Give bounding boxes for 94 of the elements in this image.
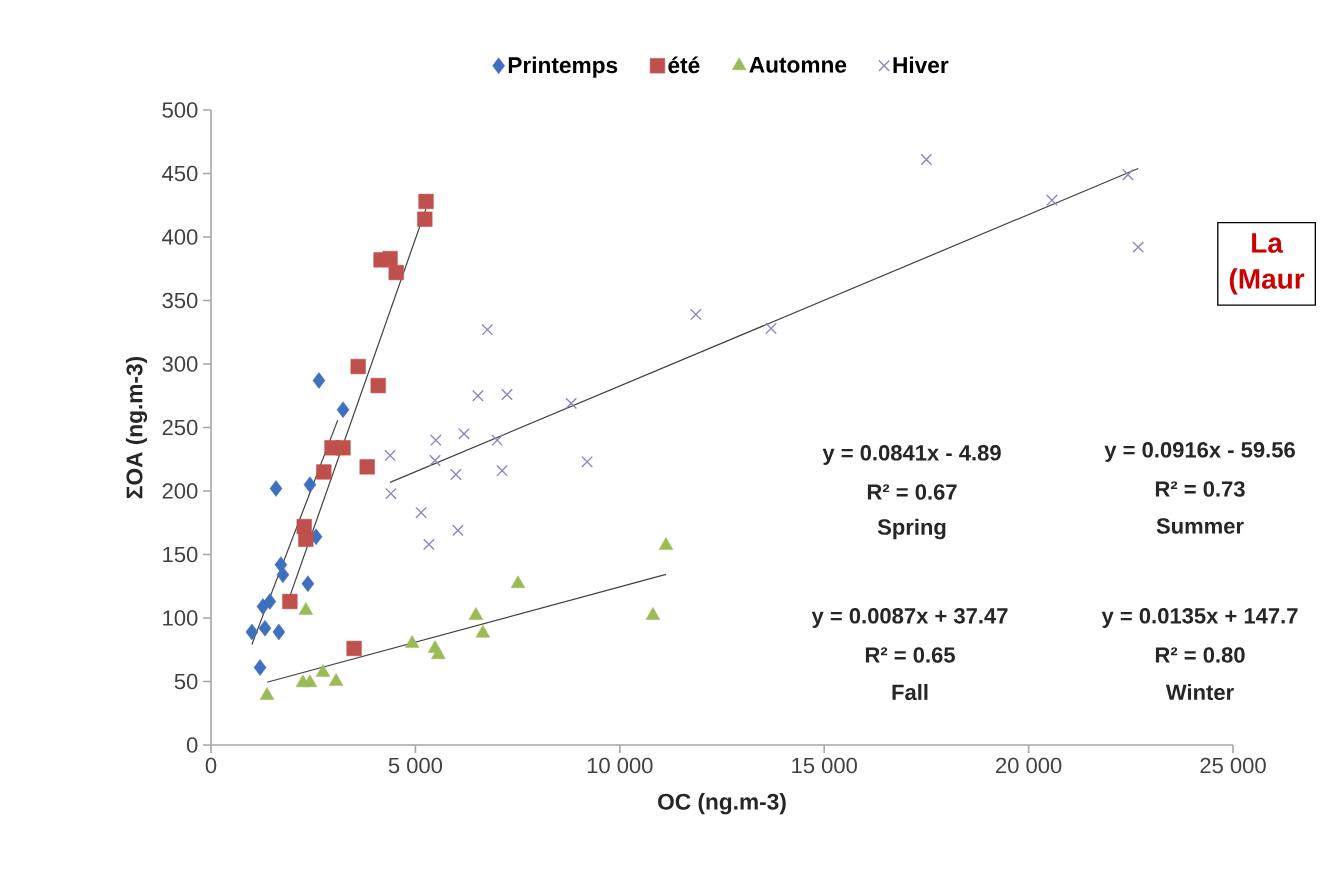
point <box>316 464 332 480</box>
point <box>298 531 314 547</box>
x-tick-label: 15 000 <box>792 757 857 774</box>
y-tick-label: 400 <box>162 229 198 245</box>
point <box>468 607 484 620</box>
point <box>253 659 267 676</box>
x-tick-label: 0 <box>205 757 217 774</box>
annotation: Winter <box>1165 683 1234 701</box>
point <box>765 322 777 335</box>
point <box>404 635 420 648</box>
point <box>450 468 462 481</box>
y-tick-label: 200 <box>162 483 198 499</box>
x-tick-label: 10 000 <box>587 757 653 774</box>
point <box>346 640 362 657</box>
annotation: y = 0.0087x + 37.47 <box>811 608 1008 628</box>
y-tick-label: 500 <box>162 102 198 118</box>
y-tick-label: 350 <box>162 292 198 309</box>
point <box>475 624 491 638</box>
annotation: y = 0.0135x + 147.7 <box>1101 608 1298 628</box>
point <box>1132 241 1145 254</box>
point <box>418 193 434 210</box>
x-tick-label: 25 000 <box>1200 757 1266 774</box>
y-tick-label: 0 <box>186 737 198 753</box>
point <box>415 506 427 519</box>
x-axis-title: OC (ng.m-3) <box>658 793 786 815</box>
point <box>496 464 508 477</box>
point <box>920 153 933 166</box>
point <box>423 538 435 551</box>
point <box>272 623 286 641</box>
annotation: Summer <box>1156 518 1244 534</box>
point <box>645 607 661 620</box>
point <box>429 454 441 467</box>
point <box>491 434 504 447</box>
annotation: R² = 0.73 <box>1155 481 1245 497</box>
annotation: Spring <box>877 518 946 540</box>
annotation: Fall <box>892 683 928 701</box>
legend-label: Hiver <box>893 56 949 74</box>
point <box>658 537 674 550</box>
text: La <box>1252 233 1284 253</box>
point <box>258 619 272 637</box>
point <box>256 598 270 615</box>
point <box>382 250 398 267</box>
point <box>282 593 298 610</box>
annotation: (Maur <box>1229 268 1305 295</box>
annotation: R² = 0.65 <box>865 647 955 663</box>
point <box>472 389 484 402</box>
point <box>565 397 578 410</box>
x-tick-label: 20 000 <box>996 757 1062 774</box>
legend-label: Automne <box>749 56 847 73</box>
point <box>350 358 366 375</box>
point <box>359 459 375 475</box>
point <box>481 323 494 336</box>
y-tick-label: 300 <box>162 356 198 372</box>
point <box>388 264 404 281</box>
point <box>1122 168 1134 181</box>
point <box>452 524 464 537</box>
point <box>370 377 386 394</box>
point <box>689 308 702 321</box>
point <box>458 427 470 440</box>
point <box>303 476 317 493</box>
point <box>298 602 314 615</box>
point <box>276 566 290 584</box>
point <box>385 487 397 500</box>
point <box>312 372 326 389</box>
y-tick-label: 450 <box>162 165 198 182</box>
y-tick-label: 50 <box>174 673 198 690</box>
point <box>328 673 344 686</box>
point <box>384 449 396 462</box>
y-tick-label: 150 <box>163 546 198 563</box>
legend-label: été <box>668 56 700 74</box>
point <box>302 674 318 688</box>
point <box>336 401 350 418</box>
point <box>335 440 351 456</box>
point <box>1046 194 1058 207</box>
point <box>431 646 446 660</box>
annotation: R² = 0.67 <box>867 484 957 500</box>
point <box>315 664 331 677</box>
point <box>417 211 433 227</box>
annotation: R² = 0.80 <box>1155 647 1245 663</box>
annotation: y = 0.0841x - 4.89 <box>822 445 1001 465</box>
point <box>510 575 526 588</box>
point <box>501 388 513 401</box>
legend-label: Printemps <box>508 56 618 78</box>
point <box>269 480 283 497</box>
point <box>259 687 275 700</box>
point <box>245 623 259 641</box>
point <box>301 575 315 592</box>
y-tick-label: 250 <box>162 419 198 436</box>
point <box>429 434 442 447</box>
point <box>581 455 593 468</box>
y-tick-label: 100 <box>163 610 198 626</box>
annotation: y = 0.0916x - 59.56 <box>1104 442 1295 462</box>
x-tick-label: 5 000 <box>388 757 443 774</box>
y-axis-title: ΣOA (ng.m-3) <box>125 357 148 499</box>
